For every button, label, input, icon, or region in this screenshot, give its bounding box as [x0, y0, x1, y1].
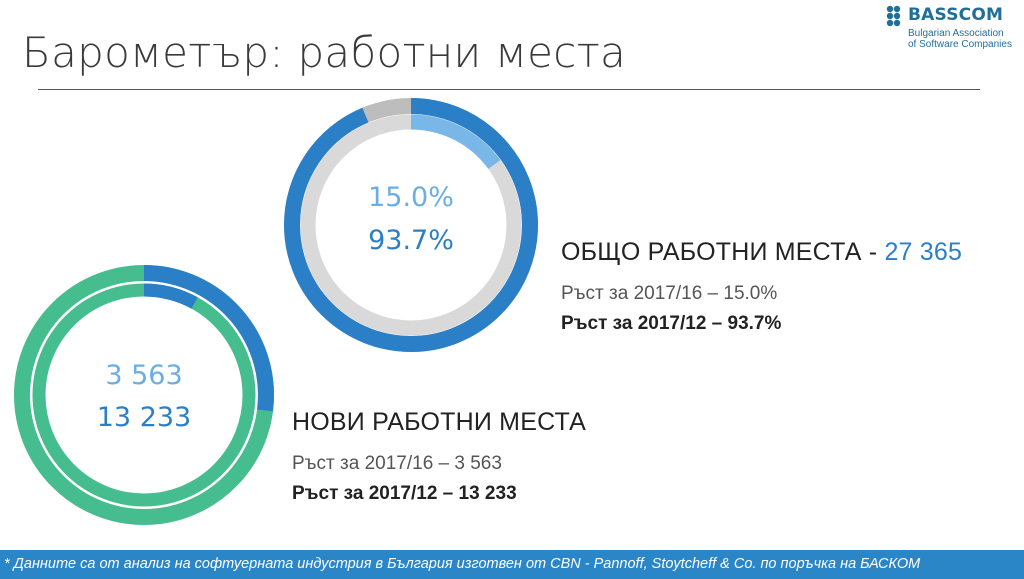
basscom-logo-icon	[886, 5, 901, 27]
total-jobs-heading-label: ОБЩО РАБОТНИ МЕСТА -	[561, 238, 885, 266]
logo-subtitle-line2: of Software Companies	[908, 39, 1012, 50]
new-jobs-growth-1y: 3 563	[105, 360, 183, 391]
new-jobs-donut: 3 563 13 233	[13, 264, 275, 526]
new-jobs-line-1y: Ръст за 2017/16 – 3 563	[292, 453, 502, 474]
logo-wordmark: BASSCOM	[908, 5, 1004, 25]
total-jobs-info: ОБЩО РАБОТНИ МЕСТА - 27 365 Ръст за 2017…	[561, 238, 962, 335]
total-jobs-growth-1y: 15.0%	[368, 182, 454, 213]
total-jobs-value: 27 365	[884, 238, 963, 266]
logo-subtitle: Bulgarian Association of Software Compan…	[908, 28, 1012, 50]
new-jobs-heading: НОВИ РАБОТНИ МЕСТА	[292, 408, 587, 436]
source-footnote: * Данните са от анализ на софтуерната ин…	[0, 550, 1024, 579]
new-jobs-inner-arc	[32, 283, 256, 507]
total-jobs-growth-5y: 93.7%	[368, 225, 454, 256]
logo-subtitle-line1: Bulgarian Association	[908, 28, 1004, 39]
total-jobs-outer-arc	[284, 98, 538, 352]
total-jobs-inner-arc	[300, 114, 522, 336]
new-jobs-donut-chart	[14, 265, 274, 525]
new-jobs-growth-5y: 13 233	[96, 402, 192, 433]
page-title: Барометър: работни места	[22, 28, 627, 77]
basscom-logo: BASSCOM Bulgarian Association of Softwar…	[884, 2, 1024, 62]
total-jobs-heading: ОБЩО РАБОТНИ МЕСТА - 27 365	[561, 238, 962, 267]
new-jobs-outer-arc	[14, 265, 274, 525]
total-jobs-line-5y: Ръст за 2017/12 – 93.7%	[561, 313, 782, 334]
new-jobs-line-5y: Ръст за 2017/12 – 13 233	[292, 483, 517, 504]
total-jobs-line-1y: Ръст за 2017/16 – 15.0%	[561, 283, 778, 304]
new-jobs-info: НОВИ РАБОТНИ МЕСТА Ръст за 2017/16 – 3 5…	[292, 408, 586, 505]
title-divider	[38, 89, 980, 90]
total-jobs-donut: 15.0% 93.7%	[283, 97, 539, 353]
total-jobs-donut-chart	[284, 98, 538, 352]
new-jobs-inner-track	[32, 283, 256, 507]
